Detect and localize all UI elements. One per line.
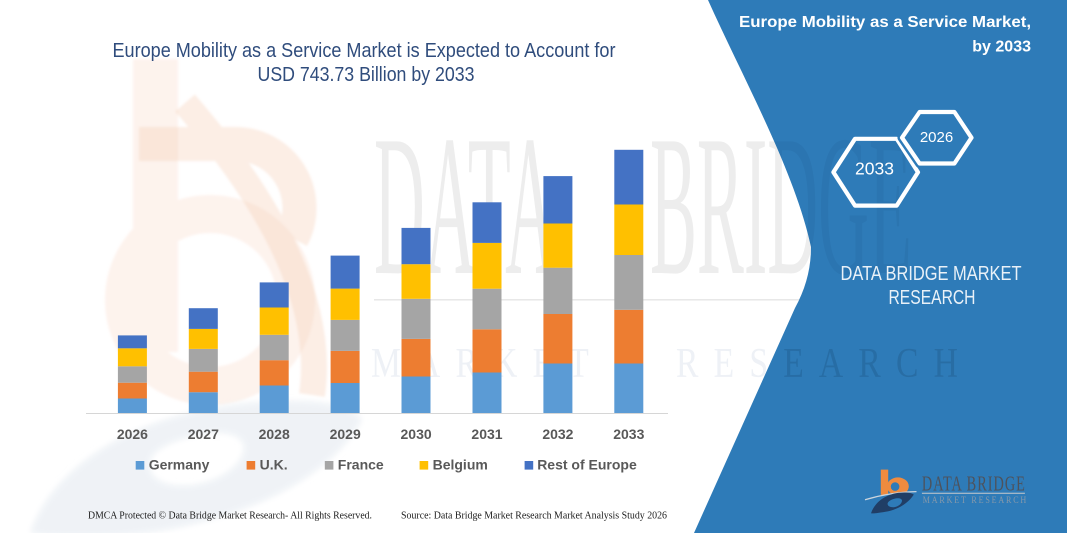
- svg-text:2026: 2026: [920, 129, 953, 146]
- svg-text:Belgium: Belgium: [433, 457, 488, 473]
- svg-text:USD 743.73 Billion by 2033: USD 743.73 Billion by 2033: [258, 63, 475, 86]
- svg-text:2029: 2029: [330, 426, 361, 442]
- svg-text:Rest of Europe: Rest of Europe: [537, 457, 637, 473]
- svg-text:2026: 2026: [117, 426, 148, 442]
- svg-text:U.K.: U.K.: [260, 457, 288, 473]
- svg-text:Europe Mobility as a Service M: Europe Mobility as a Service Market is E…: [113, 39, 616, 62]
- svg-text:DATA: DATA: [374, 94, 556, 317]
- svg-text:2032: 2032: [542, 426, 573, 442]
- svg-text:RESEARCH: RESEARCH: [889, 286, 976, 309]
- svg-text:Germany: Germany: [149, 457, 210, 473]
- svg-text:2033: 2033: [613, 426, 644, 442]
- svg-text:DMCA Protected © Data Bridge M: DMCA Protected © Data Bridge Market Rese…: [88, 510, 372, 522]
- svg-text:France: France: [338, 457, 384, 473]
- svg-text:DATA BRIDGE MARKET: DATA BRIDGE MARKET: [841, 262, 1022, 285]
- svg-text:2027: 2027: [188, 426, 219, 442]
- svg-text:2031: 2031: [471, 426, 502, 442]
- svg-text:2033: 2033: [855, 159, 894, 179]
- svg-text:2030: 2030: [401, 426, 432, 442]
- svg-text:Source: Data Bridge Market Res: Source: Data Bridge Market Research Mark…: [401, 510, 668, 522]
- svg-text:Europe Mobility as a Service M: Europe Mobility as a Service Market,: [739, 14, 1031, 31]
- svg-text:MARKET RESEARCH: MARKET RESEARCH: [923, 494, 1028, 505]
- svg-text:2028: 2028: [259, 426, 290, 442]
- svg-text:DATA BRIDGE: DATA BRIDGE: [922, 472, 1026, 495]
- svg-text:by 2033: by 2033: [972, 38, 1031, 55]
